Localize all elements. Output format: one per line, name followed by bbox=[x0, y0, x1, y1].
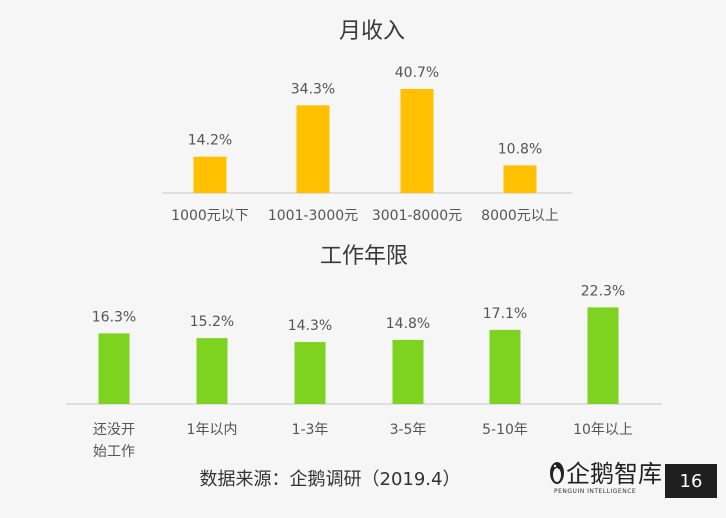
work-years-value-label-4: 14.8% bbox=[386, 316, 430, 332]
penguin-icon bbox=[550, 462, 564, 484]
income-chart-title: 月收入 bbox=[339, 19, 405, 44]
logo-name: 企鹅智库 bbox=[566, 460, 662, 488]
work-years-category-label-1: 还没开始工作 bbox=[93, 422, 135, 460]
work-years-chart-title: 工作年限 bbox=[320, 244, 408, 269]
income-category-label-2: 1001-3000元 bbox=[268, 208, 358, 224]
work-years-bar-5 bbox=[489, 329, 521, 404]
work-years-value-label-5: 17.1% bbox=[483, 306, 527, 322]
work-years-bar-3 bbox=[294, 342, 326, 404]
income-category-label-1: 1000元以下 bbox=[171, 208, 249, 224]
work-years-category-label-6: 10年以上 bbox=[573, 422, 633, 438]
work-years-category-label-2: 1年以内 bbox=[187, 422, 238, 438]
income-value-label-2: 34.3% bbox=[291, 81, 335, 97]
income-bar-1 bbox=[193, 156, 227, 193]
work-years-value-label-1: 16.3% bbox=[92, 309, 136, 325]
work-years-value-label-6: 22.3% bbox=[581, 283, 625, 299]
page-number: 16 bbox=[665, 464, 717, 498]
work-years-category-label-5: 5-10年 bbox=[482, 422, 528, 438]
income-bar-2 bbox=[296, 105, 330, 193]
data-source-note: 数据来源：企鹅调研（2019.4） bbox=[199, 469, 461, 490]
work-years-bar-4 bbox=[392, 339, 424, 404]
work-years-value-label-2: 15.2% bbox=[190, 314, 234, 330]
income-bar-4 bbox=[503, 165, 537, 193]
income-category-label-4: 8000元以上 bbox=[481, 208, 559, 224]
income-value-label-3: 40.7% bbox=[395, 65, 439, 81]
income-bar-3 bbox=[400, 88, 434, 193]
work-years-category-label-3: 1-3年 bbox=[292, 422, 329, 438]
work-years-category-label-4: 3-5年 bbox=[390, 422, 427, 438]
work-years-chart: 16.3% 还没开始工作 15.2% 1年以内 14.3% 1-3年 14.8% 3-5年 17… bbox=[92, 283, 633, 460]
income-category-label-3: 3001-8000元 bbox=[372, 208, 462, 224]
work-years-value-label-3: 14.3% bbox=[288, 318, 332, 334]
income-value-label-4: 10.8% bbox=[498, 141, 542, 157]
work-years-bar-2 bbox=[196, 338, 228, 404]
income-chart: 14.2% 1000元以下 34.3% 1001-3000元 40.7% 3001-800… bbox=[171, 65, 559, 224]
logo-subtitle: PENGUIN INTELLIGENCE bbox=[554, 488, 637, 495]
work-years-bar-6 bbox=[587, 307, 619, 404]
income-value-label-1: 14.2% bbox=[188, 133, 232, 149]
brand-logo: 企鹅智库 PENGUIN INTELLIGENCE bbox=[548, 454, 662, 500]
work-years-bar-1 bbox=[98, 333, 130, 404]
